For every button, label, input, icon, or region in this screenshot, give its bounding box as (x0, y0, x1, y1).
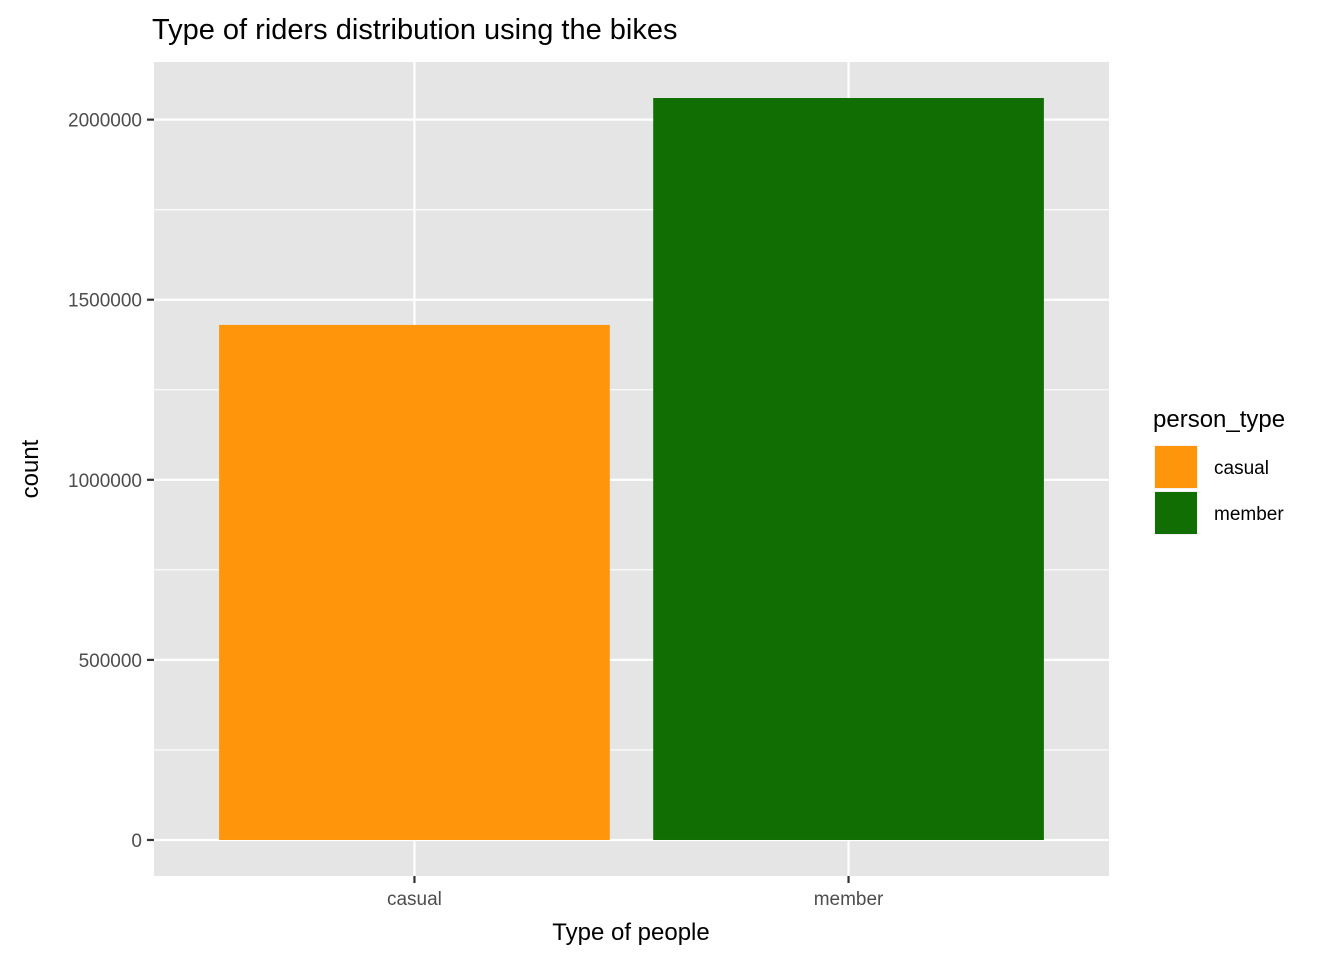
y-tick-label: 1000000 (68, 471, 142, 492)
y-axis-title: count (17, 439, 44, 498)
y-axis: 0 500000 1000000 1500000 2000000 (68, 111, 154, 852)
legend-items: casual member (1154, 445, 1284, 535)
bar-casual (219, 324, 610, 840)
x-axis: casual member (387, 876, 884, 910)
x-axis-title: Type of people (552, 919, 709, 946)
x-tick-label: casual (387, 889, 442, 910)
y-tick-label: 1500000 (68, 291, 142, 312)
y-tick-label: 500000 (79, 651, 142, 672)
y-tick-label: 2000000 (68, 111, 142, 132)
chart-title: Type of riders distribution using the bi… (152, 14, 678, 46)
y-tick-label: 0 (131, 831, 142, 852)
legend: person_type casual member (1153, 406, 1285, 535)
legend-key-member (1155, 492, 1197, 534)
legend-label-casual: casual (1214, 458, 1269, 479)
x-tick-label: member (814, 889, 884, 910)
legend-title: person_type (1153, 406, 1285, 433)
legend-key-casual (1155, 446, 1197, 488)
legend-label-member: member (1214, 504, 1284, 525)
bar-member (653, 98, 1044, 840)
bars-group (219, 98, 1044, 840)
